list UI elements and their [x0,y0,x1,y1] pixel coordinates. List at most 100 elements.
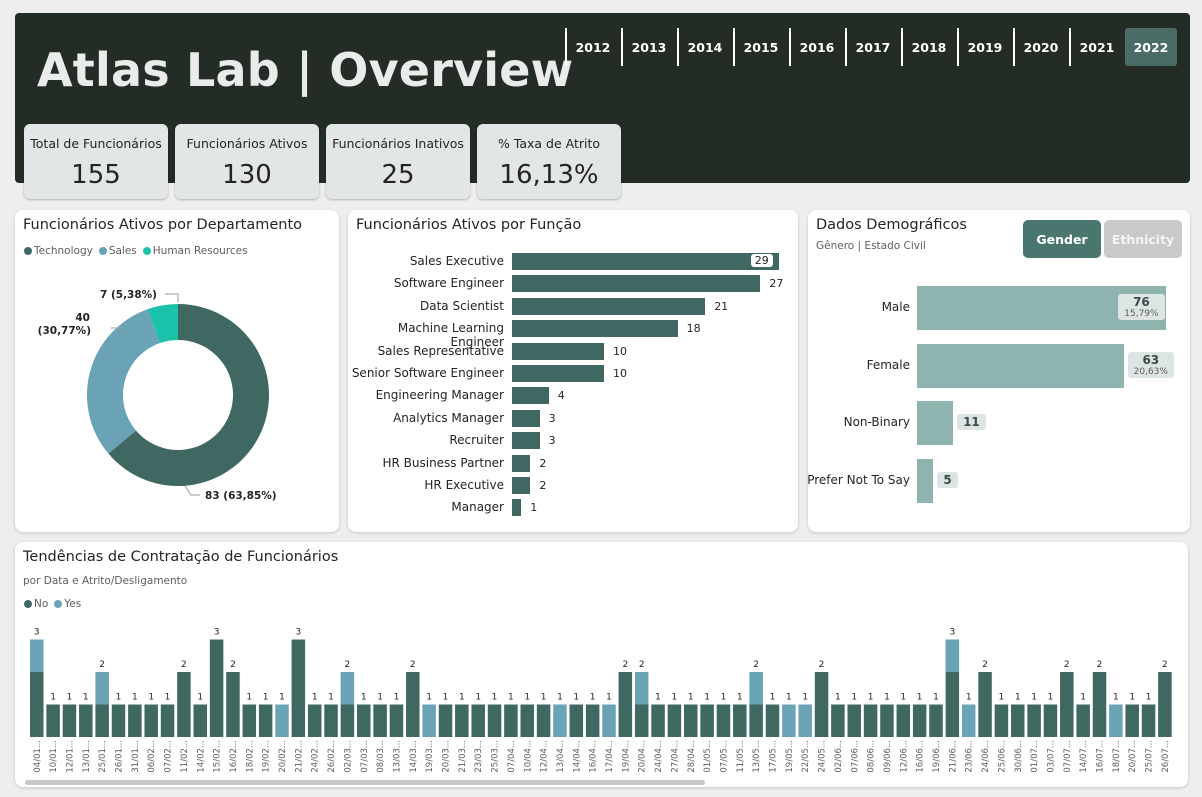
gender-bar[interactable] [917,401,954,445]
legend-item-no[interactable]: No [24,598,48,610]
hire-bar-no[interactable] [1076,704,1090,738]
hire-bar-no[interactable] [406,672,420,737]
role-bar[interactable] [512,297,706,315]
year-button-2012[interactable]: 2012 [565,28,619,66]
legend-item-human-resources[interactable]: Human Resources [142,245,248,257]
horizontal-scrollbar[interactable] [25,780,705,785]
year-button-2020[interactable]: 2020 [1013,28,1067,66]
hire-bar-yes[interactable] [945,639,960,673]
year-button-2018[interactable]: 2018 [901,28,955,66]
hire-bar-no[interactable] [504,704,518,738]
hire-bar-no[interactable] [242,704,257,738]
hire-bar-no[interactable] [373,704,387,738]
gender-tab-button[interactable]: Gender [1023,220,1101,258]
gender-bar[interactable] [917,458,934,503]
year-button-2017[interactable]: 2017 [845,28,899,66]
year-button-2015[interactable]: 2015 [733,28,787,66]
hire-bar-no[interactable] [978,672,992,737]
year-button-2014[interactable]: 2014 [677,28,731,66]
hire-bar-no[interactable] [569,704,584,738]
hire-bar-yes[interactable] [275,704,289,738]
hire-bar-no[interactable] [536,704,551,738]
role-bar[interactable] [512,342,604,360]
hire-bar-no[interactable] [929,704,943,738]
hire-bar-yes[interactable] [422,704,436,738]
hire-bar-no[interactable] [651,704,665,738]
legend-item-technology[interactable]: Technology [24,245,93,257]
hire-bar-no[interactable] [193,704,208,738]
hire-bar-no[interactable] [880,704,894,738]
hire-bar-no[interactable] [111,704,126,738]
hire-bar-no[interactable] [95,704,109,738]
ethnicity-tab-button[interactable]: Ethnicity [1104,220,1182,258]
year-button-2022[interactable]: 2022 [1125,28,1177,66]
hire-bar-no[interactable] [471,704,485,738]
hire-bar-no[interactable] [1043,704,1058,738]
gender-bar[interactable] [917,343,1124,388]
role-bar[interactable] [512,477,531,494]
hire-bar-no[interactable] [177,672,191,737]
hire-bar-no[interactable] [46,704,60,738]
hire-bar-no[interactable] [733,704,747,738]
hire-bar-no[interactable] [438,704,453,738]
hire-bar-no[interactable] [814,672,829,737]
donut-slice-human-resources[interactable] [147,304,178,344]
hire-bar-no[interactable] [128,704,142,738]
hire-bar-no[interactable] [684,704,698,738]
hire-bar-no[interactable] [209,639,224,738]
year-button-2016[interactable]: 2016 [789,28,843,66]
hire-bar-yes[interactable] [95,672,109,705]
hire-bar-yes[interactable] [1109,704,1123,738]
hire-bar-yes[interactable] [30,639,44,673]
hire-bar-yes[interactable] [798,704,812,738]
hire-bar-no[interactable] [585,704,600,738]
hire-bar-no[interactable] [79,704,93,738]
year-button-2021[interactable]: 2021 [1069,28,1123,66]
role-bar[interactable] [512,454,531,472]
legend-item-sales[interactable]: Sales [98,245,137,257]
hire-bar-yes[interactable] [749,672,763,705]
hire-bar-no[interactable] [831,704,845,738]
hire-bar-no[interactable] [749,704,763,738]
year-button-2019[interactable]: 2019 [957,28,1011,66]
hire-bar-yes[interactable] [553,704,567,738]
hire-bar-no[interactable] [1092,672,1107,737]
hire-bar-no[interactable] [1158,672,1172,737]
hire-bar-no[interactable] [62,704,77,738]
hire-bar-no[interactable] [1011,704,1025,738]
hire-bar-no[interactable] [291,639,306,738]
hire-bar-no[interactable] [634,704,649,738]
hire-bar-no[interactable] [863,704,878,738]
role-bar[interactable] [512,409,540,427]
hire-bar-no[interactable] [258,704,273,738]
hire-bar-no[interactable] [847,704,862,738]
role-bar[interactable] [512,253,779,270]
hire-bar-yes[interactable] [602,704,616,738]
hire-bar-no[interactable] [912,704,927,738]
hire-bar-no[interactable] [618,672,633,737]
hire-bar-no[interactable] [455,704,469,738]
role-bar[interactable] [512,320,678,338]
hire-bar-yes[interactable] [961,704,976,738]
hire-bar-no[interactable] [1060,672,1074,737]
donut-slice-sales[interactable] [86,309,160,454]
role-bar[interactable] [512,432,540,450]
hire-bar-yes[interactable] [634,672,649,705]
hire-bar-no[interactable] [487,704,502,738]
hire-bar-no[interactable] [307,704,322,738]
hire-bar-no[interactable] [765,704,780,738]
hire-bar-no[interactable] [896,704,911,738]
role-bar[interactable] [512,499,522,517]
donut-slice-technology[interactable] [108,304,269,486]
hire-bar-no[interactable] [324,704,338,738]
hire-bar-no[interactable] [160,704,175,738]
role-bar[interactable] [512,387,549,405]
hire-bar-no[interactable] [226,672,240,737]
hire-bar-no[interactable] [389,704,404,738]
hire-bar-no[interactable] [716,704,731,738]
hire-bar-no[interactable] [1125,704,1139,738]
hire-bar-yes[interactable] [340,672,355,705]
legend-item-yes[interactable]: Yes [54,598,81,610]
year-button-2013[interactable]: 2013 [621,28,675,66]
hire-bar-no[interactable] [1027,704,1041,738]
